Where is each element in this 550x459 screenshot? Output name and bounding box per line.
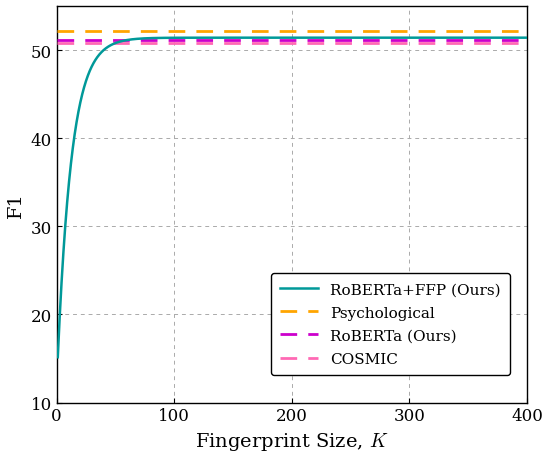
Legend: RoBERTa+FFP (Ours), Psychological, RoBERTa (Ours), COSMIC: RoBERTa+FFP (Ours), Psychological, RoBER… (271, 274, 510, 375)
RoBERTa+FFP (Ours) (510, 36, 516, 41)
RoBERTa+FFP (Ours) (524, 36, 530, 41)
RoBERTa+FFP (Ours) (270, 36, 277, 41)
RoBERTa (Ours) (53, 39, 60, 44)
Psychological (53, 29, 60, 34)
RoBERTa+FFP (Ours) (510, 36, 517, 41)
Y-axis label: F1: F1 (7, 192, 25, 218)
RoBERTa+FFP (Ours) (54, 355, 61, 360)
Line: RoBERTa+FFP (Ours): RoBERTa+FFP (Ours) (58, 39, 527, 358)
COSMIC (53, 41, 60, 46)
RoBERTa+FFP (Ours) (283, 36, 289, 41)
RoBERTa (Ours) (54, 39, 61, 44)
Psychological (54, 29, 61, 34)
RoBERTa+FFP (Ours) (523, 36, 530, 41)
RoBERTa+FFP (Ours) (424, 36, 431, 41)
RoBERTa+FFP (Ours) (79, 94, 85, 100)
X-axis label: Fingerprint Size, $K$: Fingerprint Size, $K$ (195, 430, 389, 452)
COSMIC (54, 41, 61, 46)
